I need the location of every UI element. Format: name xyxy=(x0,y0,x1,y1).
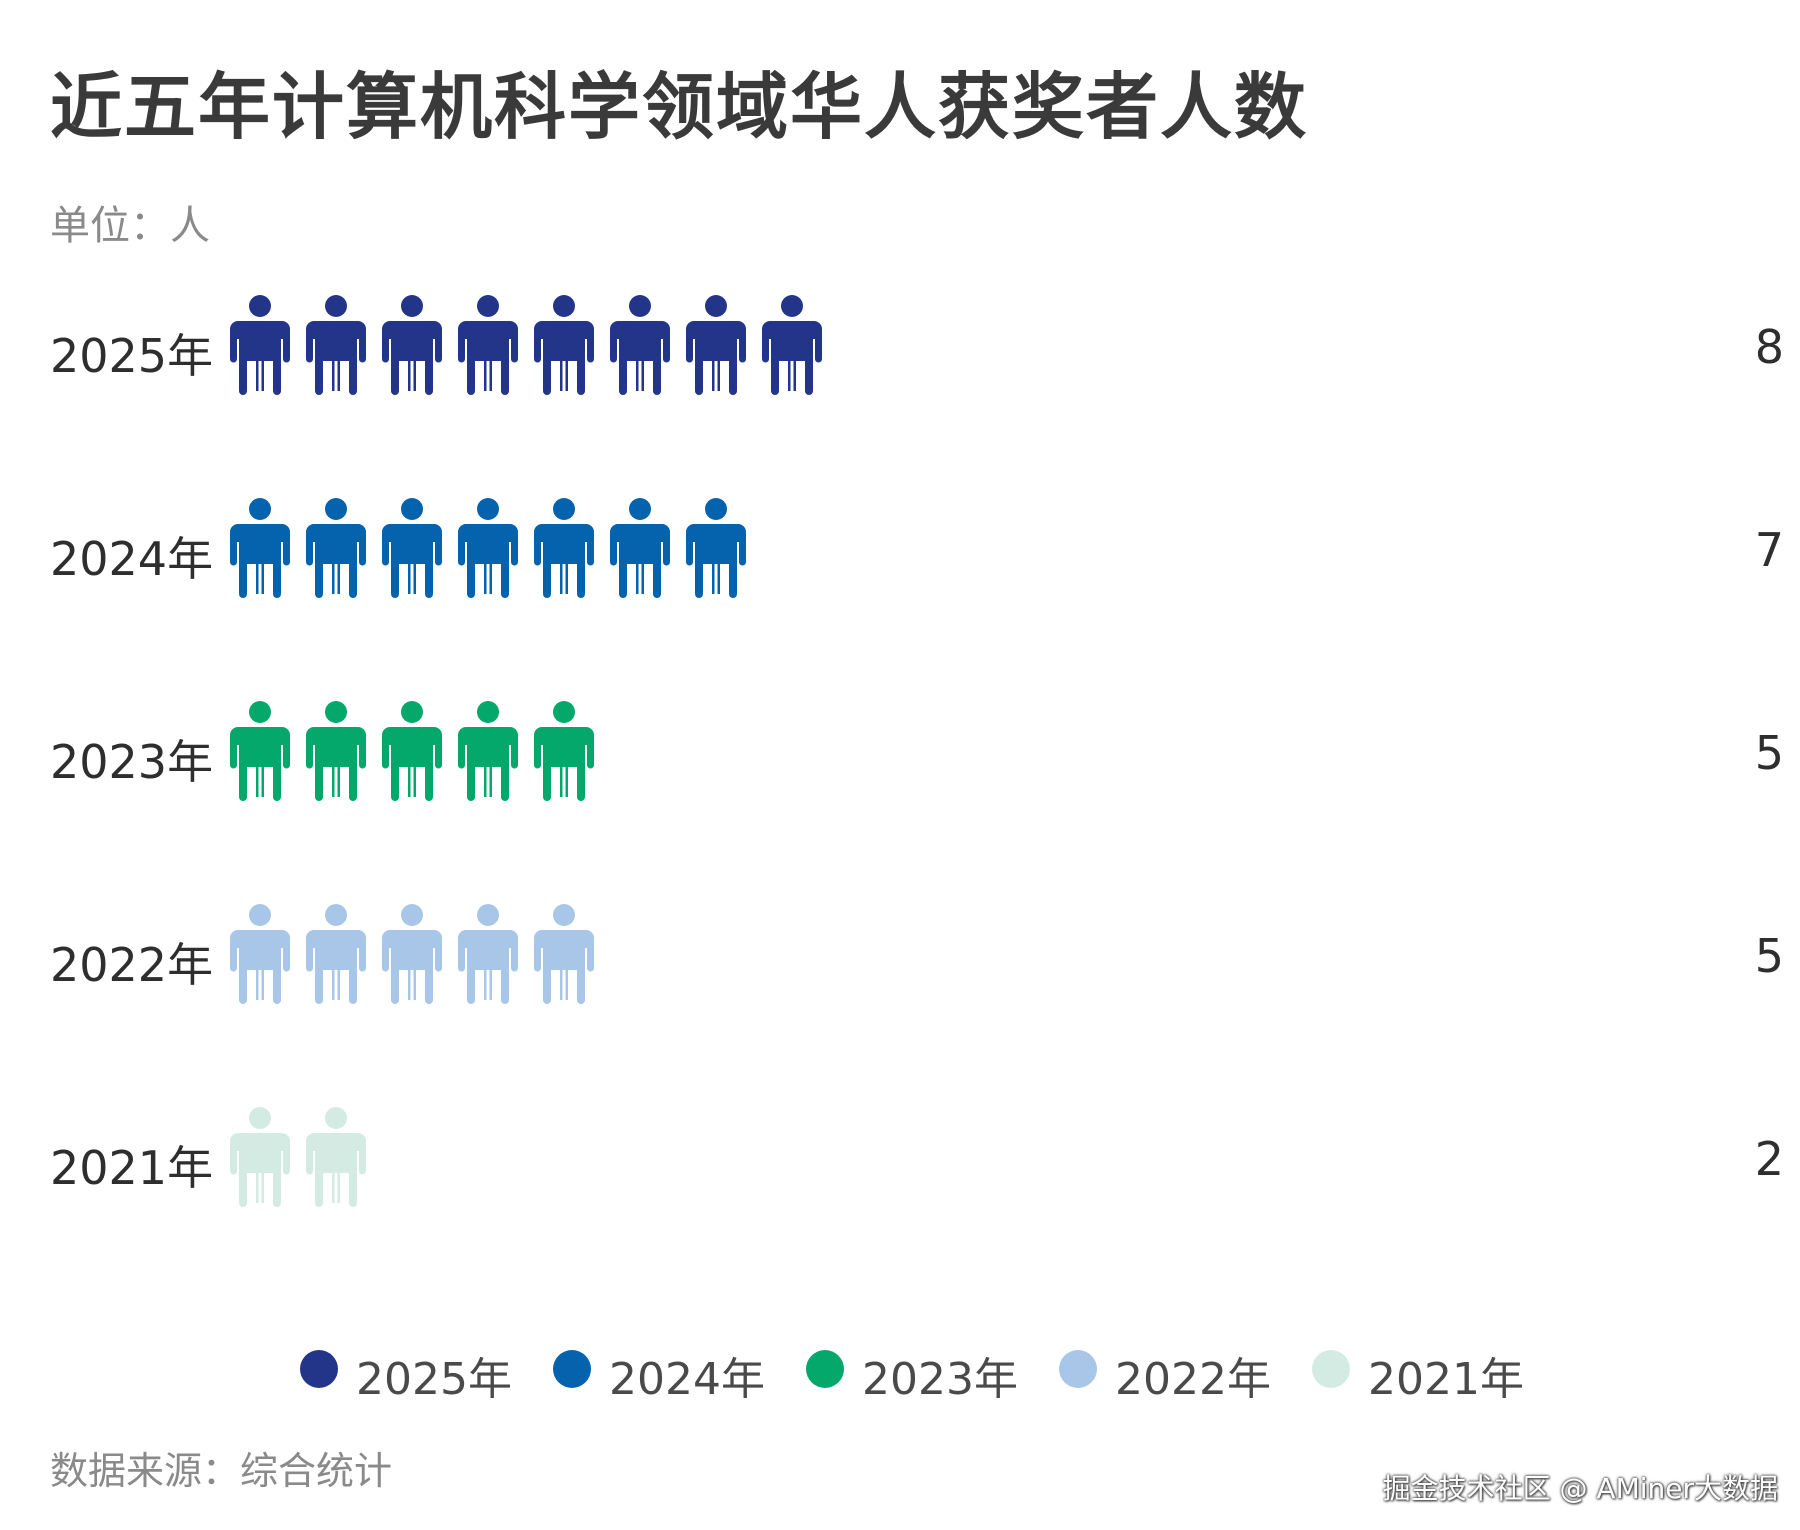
row-label: 2022年 xyxy=(50,938,214,992)
unit-label: 单位：人 xyxy=(50,203,210,249)
chart-row-2023: 2023年 5 xyxy=(0,696,1800,806)
person-icon xyxy=(228,498,292,598)
person-icon xyxy=(304,1107,368,1207)
person-icon xyxy=(380,904,444,1004)
person-icon xyxy=(684,498,748,598)
row-label: 2023年 xyxy=(50,735,214,789)
person-icon xyxy=(456,701,520,801)
row-label: 2021年 xyxy=(50,1141,214,1195)
person-icon xyxy=(532,904,596,1004)
person-icon xyxy=(608,295,672,395)
chart-row-2024: 2024年 7 xyxy=(0,493,1800,603)
person-icon xyxy=(456,295,520,395)
person-icon xyxy=(304,498,368,598)
row-value: 5 xyxy=(1754,726,1784,780)
legend-label: 2023年 xyxy=(862,1354,1018,1405)
person-icon xyxy=(304,701,368,801)
legend-dot xyxy=(806,1350,844,1388)
chart-row-2025: 2025年 8 xyxy=(0,290,1800,400)
person-icon xyxy=(456,904,520,1004)
person-icon xyxy=(532,498,596,598)
person-icon xyxy=(380,498,444,598)
person-icon xyxy=(760,295,824,395)
person-icon xyxy=(532,701,596,801)
legend: 2025年 2024年 2023年 2022年 2021年 xyxy=(0,1335,1800,1405)
legend-label: 2021年 xyxy=(1368,1354,1524,1405)
row-value: 8 xyxy=(1754,320,1784,374)
legend-label: 2025年 xyxy=(356,1354,512,1405)
person-icon xyxy=(228,701,292,801)
person-icon xyxy=(228,1107,292,1207)
person-icon xyxy=(380,701,444,801)
row-label: 2025年 xyxy=(50,329,214,383)
legend-dot xyxy=(1059,1350,1097,1388)
row-value: 2 xyxy=(1754,1132,1784,1186)
watermark: 掘金技术社区 @ AMiner大数据 xyxy=(1382,1472,1778,1505)
person-icon xyxy=(608,498,672,598)
person-icon xyxy=(532,295,596,395)
row-value: 7 xyxy=(1754,523,1784,577)
data-source: 数据来源：综合统计 xyxy=(50,1449,393,1493)
person-icon xyxy=(456,498,520,598)
legend-dot xyxy=(553,1350,591,1388)
person-icon xyxy=(304,904,368,1004)
person-icon xyxy=(228,904,292,1004)
page-title: 近五年计算机科学领域华人获奖者人数 xyxy=(50,65,1309,149)
row-value: 5 xyxy=(1754,929,1784,983)
legend-dot xyxy=(1312,1350,1350,1388)
chart-rows: 2025年 8 2024年 7 2023年 5 2022年 5 2021年 2 xyxy=(0,290,1800,1212)
legend-label: 2022年 xyxy=(1115,1354,1271,1405)
person-icon xyxy=(228,295,292,395)
person-icon xyxy=(304,295,368,395)
row-label: 2024年 xyxy=(50,532,214,586)
chart-row-2022: 2022年 5 xyxy=(0,899,1800,1009)
person-icon xyxy=(380,295,444,395)
legend-dot xyxy=(300,1350,338,1388)
person-icon xyxy=(684,295,748,395)
chart-row-2021: 2021年 2 xyxy=(0,1102,1800,1212)
legend-label: 2024年 xyxy=(609,1354,765,1405)
